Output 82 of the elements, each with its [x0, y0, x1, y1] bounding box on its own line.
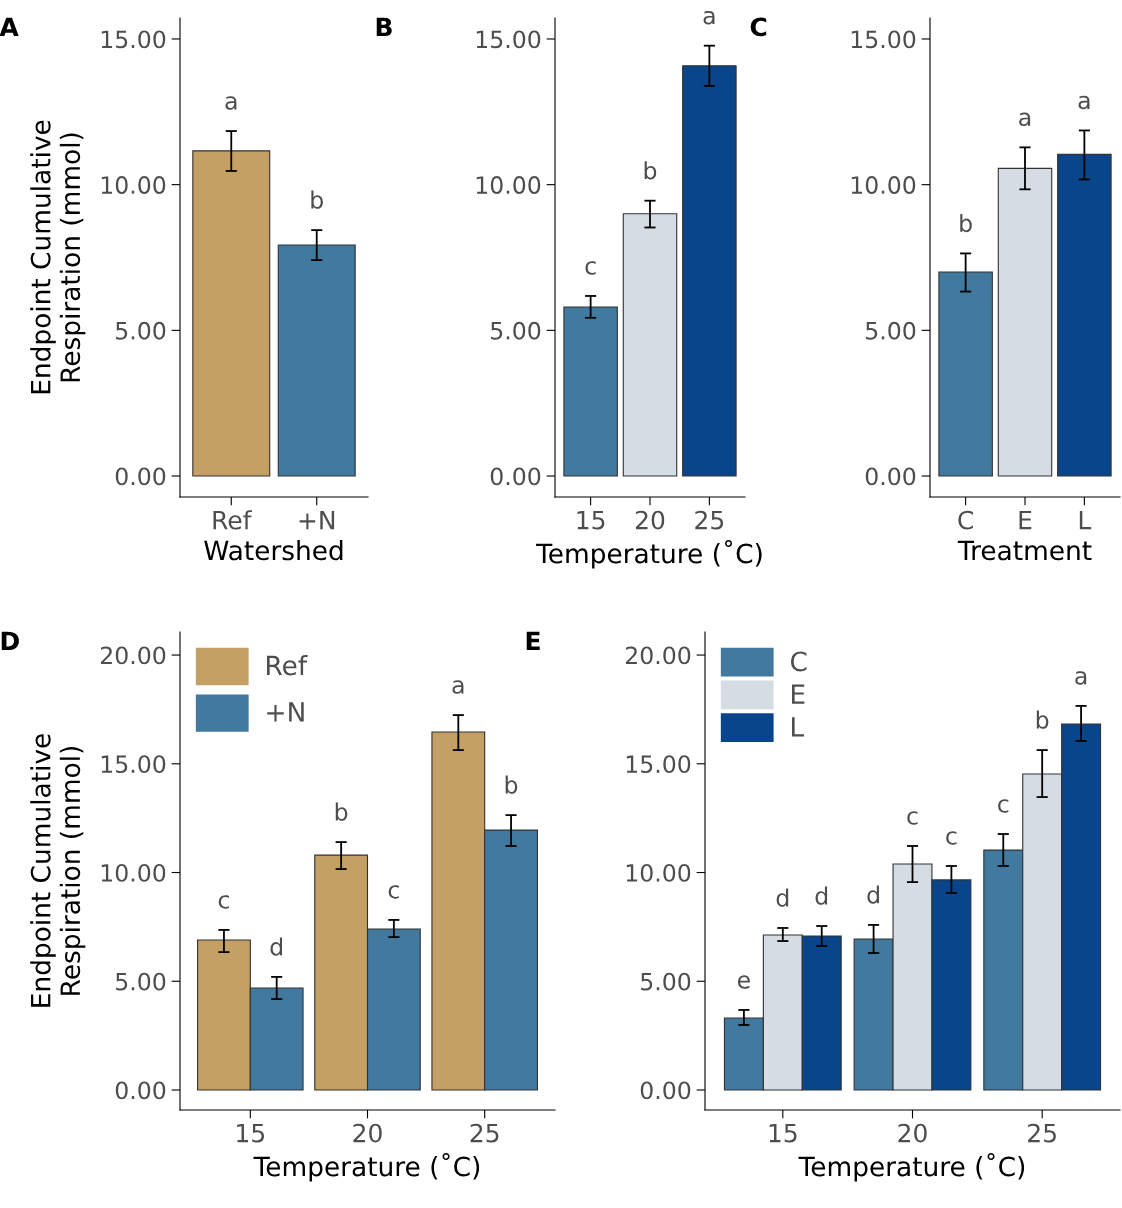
- x-tick-label: L: [1079, 510, 1092, 530]
- x-tick-label: 25: [695, 510, 724, 530]
- y-tick-label: 10.00: [476, 176, 541, 194]
- y-axis-title: Endpoint Cumulative Respiration (mmol): [30, 120, 86, 394]
- data-label: d: [815, 886, 828, 905]
- bar: [997, 167, 1053, 477]
- y-tick-label: 10.00: [851, 176, 916, 194]
- data-label: a: [1078, 95, 1090, 110]
- data-label: a: [703, 10, 715, 25]
- text: A: [0, 17, 19, 37]
- x-tick-label: 15: [577, 510, 605, 530]
- legend-label: C: [790, 651, 807, 672]
- data-label: b: [960, 213, 972, 233]
- x-tick-label: C: [958, 510, 973, 530]
- bar: [622, 213, 678, 477]
- y-tick-label: 15.00: [101, 30, 166, 49]
- x-tick-label: 15: [769, 1123, 797, 1143]
- x-tick-label: 20: [635, 510, 665, 530]
- y-tick-label: 5.00: [116, 972, 166, 991]
- x-tick-label: 15: [237, 1123, 265, 1143]
- data-label: a: [1019, 112, 1031, 127]
- legend-label: Ref: [267, 654, 308, 676]
- annotation: E: [526, 631, 540, 651]
- text: C: [750, 17, 767, 37]
- bar: [563, 306, 618, 477]
- y-tick-label: 0.00: [490, 467, 541, 486]
- data-label: b: [335, 802, 348, 821]
- y-tick-label: 0.00: [115, 1081, 166, 1100]
- y-tick-label: 0.00: [115, 467, 166, 486]
- data-label: c: [998, 799, 1009, 813]
- data-label: a: [1075, 671, 1087, 685]
- legend-label: E: [792, 684, 805, 704]
- data-label: b: [311, 190, 323, 209]
- data-label: a: [225, 96, 237, 110]
- data-label: d: [270, 937, 283, 956]
- x-tick-label: +N: [299, 510, 335, 530]
- text: D: [1, 631, 19, 651]
- legend-label: +N: [267, 702, 304, 722]
- y-tick-label: 5.00: [116, 321, 166, 340]
- x-tick-label: Ref: [213, 510, 252, 530]
- data-label: a: [452, 680, 464, 694]
- data-label: e: [737, 975, 750, 989]
- legend-label: L: [792, 717, 804, 737]
- x-axis-title: Temperature (˚C): [536, 539, 762, 569]
- bar: [938, 271, 993, 477]
- x-tick-label: 20: [353, 1123, 382, 1143]
- data-label: b: [1036, 710, 1049, 729]
- data-label: c: [218, 895, 229, 909]
- data-label: c: [585, 261, 596, 275]
- data-label: b: [644, 161, 657, 180]
- y-tick-label: 5.00: [866, 321, 916, 340]
- x-axis-title: Treatment: [957, 540, 1092, 561]
- y-tick-label: 10.00: [101, 863, 166, 882]
- y-tick-label: 20.00: [100, 646, 166, 665]
- y-tick-label: 5.00: [641, 972, 691, 991]
- y-tick-label: 0.00: [640, 1081, 691, 1100]
- data-label: c: [388, 885, 399, 899]
- y-tick-label: 5.00: [491, 321, 541, 340]
- data-label: c: [907, 811, 918, 825]
- y-tick-label: 10.00: [101, 176, 166, 194]
- y-axis-title: Endpoint Cumulative Respiration (mmol): [30, 734, 86, 1007]
- y-tick-label: 15.00: [476, 30, 541, 49]
- y-tick-label: 10.00: [626, 863, 691, 882]
- y-tick-label: 20.00: [625, 646, 691, 665]
- x-axis-title: Temperature (˚C): [798, 1152, 1025, 1182]
- x-axis-title: Watershed: [204, 539, 343, 561]
- y-tick-label: 15.00: [626, 755, 691, 774]
- data-label: c: [946, 831, 957, 845]
- bar: [682, 65, 737, 477]
- y-tick-label: 0.00: [865, 467, 916, 486]
- y-tick-label: 15.00: [851, 30, 916, 49]
- x-tick-label: 25: [470, 1123, 499, 1143]
- bar: [1057, 153, 1112, 477]
- x-tick-label: 25: [1028, 1123, 1056, 1143]
- data-label: d: [776, 888, 789, 907]
- x-tick-label: 20: [898, 1123, 927, 1143]
- text: B: [376, 17, 392, 37]
- x-axis-title: Temperature (˚C): [253, 1152, 480, 1182]
- y-tick-label: 15.00: [101, 755, 166, 774]
- x-tick-label: E: [1019, 510, 1032, 530]
- data-label: d: [867, 885, 879, 904]
- data-label: b: [505, 775, 518, 794]
